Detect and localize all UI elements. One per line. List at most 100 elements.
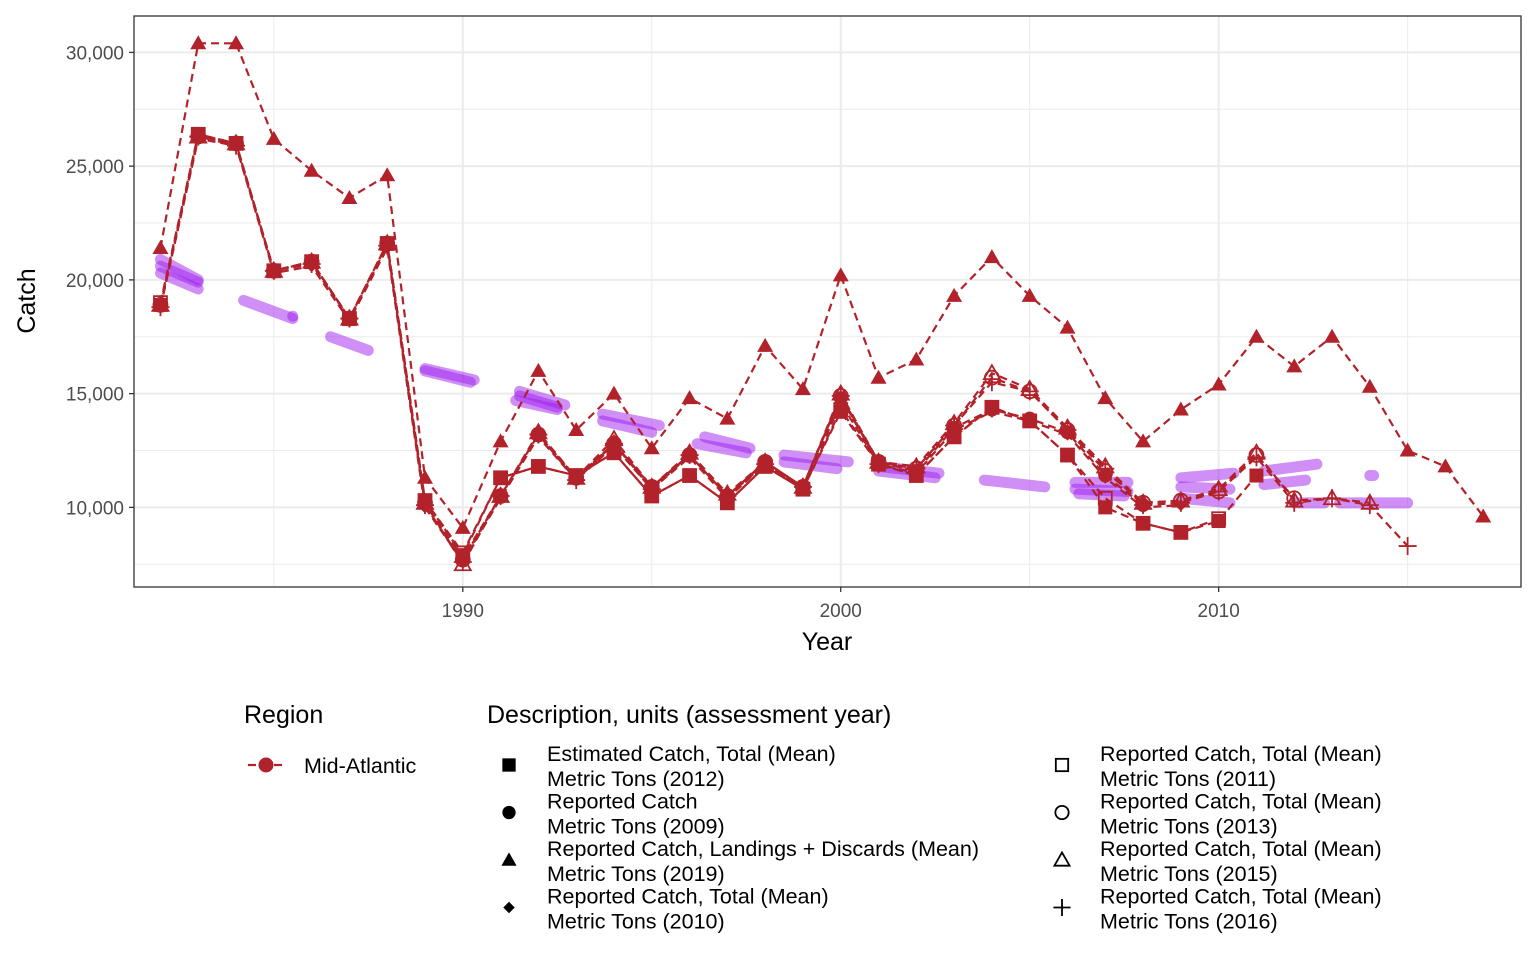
data-point [341, 189, 358, 204]
data-point [1209, 482, 1228, 501]
legend-description-title: Description, units (assessment year) [487, 701, 891, 729]
legend-key-triangle-icon [501, 852, 517, 866]
trend-segment [699, 431, 756, 454]
data-point [530, 362, 547, 377]
data-point [1210, 376, 1227, 391]
data-point [1249, 468, 1264, 483]
data-point [1323, 489, 1342, 508]
data-point [832, 267, 849, 282]
data-point [870, 369, 887, 384]
data-point [228, 35, 245, 50]
y-tick-label: 25,000 [66, 157, 124, 178]
data-point [417, 469, 434, 484]
data-point [907, 459, 926, 478]
data-point [1022, 413, 1038, 429]
trend-segment [597, 415, 658, 438]
legend-item-line1: Reported Catch, Total (Mean) [1100, 742, 1382, 766]
legend-item-line1: Reported Catch, Landings + Discards (Mea… [547, 837, 979, 861]
data-point [945, 416, 964, 435]
trend-segment [691, 438, 752, 459]
data-point [1058, 421, 1077, 440]
legend-item: Reported Catch, Landings + Discards (Mea… [501, 837, 979, 886]
data-point [1135, 515, 1151, 531]
data-point [643, 440, 660, 455]
data-point [983, 249, 1000, 264]
x-tick-label: 2010 [1198, 601, 1240, 622]
data-point [982, 373, 1001, 392]
data-point [1136, 516, 1151, 531]
data-point [682, 468, 697, 483]
y-tick-label: 15,000 [66, 385, 124, 406]
data-point [1173, 525, 1188, 540]
legend-item-line1: Reported Catch, Total (Mean) [1100, 790, 1382, 814]
series-points-triangle [152, 35, 1492, 534]
legend-region-title: Region [244, 701, 323, 729]
data-point [680, 446, 699, 465]
data-point [831, 386, 850, 405]
data-point [1135, 433, 1152, 448]
y-tick-label: 20,000 [66, 271, 124, 292]
data-point [946, 287, 963, 302]
data-point [302, 254, 321, 273]
legend-item-line2: Metric Tons (2012) [547, 767, 725, 791]
y-tick-label: 30,000 [66, 43, 124, 64]
data-point [1060, 447, 1075, 463]
y-axis-title: Catch [13, 268, 41, 333]
series-plus [159, 135, 1409, 565]
data-point [152, 240, 169, 255]
data-point [1361, 378, 1378, 393]
legend-item-line1: Reported Catch, Total (Mean) [1100, 885, 1382, 909]
legend-item-line1: Reported Catch, Total (Mean) [547, 885, 829, 909]
data-point [1437, 458, 1454, 473]
data-point [985, 405, 998, 418]
data-point [869, 455, 888, 474]
legend-key-diamond-icon [503, 901, 515, 914]
data-point [491, 487, 510, 506]
data-point [189, 127, 208, 146]
trend-segment [778, 456, 843, 475]
legend-item-line2: Metric Tons (2019) [547, 862, 725, 886]
x-tick-label: 1990 [442, 601, 484, 622]
data-point [1059, 319, 1076, 334]
panel-border [133, 15, 1522, 588]
data-point [1211, 511, 1227, 527]
axis-layer: 1990 2000 2010 10,000 15,000 20,000 25,000 30,0… [66, 43, 1240, 622]
series-line [159, 135, 1409, 565]
legend-item-line2: Metric Tons (2010) [547, 910, 725, 934]
data-point [756, 455, 775, 474]
data-point [1134, 496, 1153, 515]
data-point [1173, 525, 1189, 540]
legend-key-open-triangle-icon [1052, 850, 1072, 867]
legend-item: Reported Catch, Total (Mean)Metric Tons … [1053, 885, 1382, 934]
x-axis-title: Year [802, 628, 853, 656]
data-point [1020, 382, 1039, 401]
data-point [794, 381, 811, 396]
data-point [1399, 442, 1416, 457]
data-point [190, 35, 207, 50]
data-point [1023, 414, 1036, 427]
data-point [718, 487, 737, 506]
data-point [1285, 493, 1304, 512]
trend-segment [510, 394, 563, 416]
data-point [264, 261, 283, 280]
legend-item-line1: Reported Catch, Total (Mean) [1100, 837, 1382, 861]
data-point [1324, 328, 1341, 343]
legend-region-point [258, 757, 274, 773]
data-point [492, 433, 509, 448]
legend-item: Reported Catch, Total (Mean)Metric Tons … [1054, 790, 1382, 839]
legend-key-open-circle-icon [1054, 804, 1070, 821]
data-point [378, 236, 397, 255]
data-point [493, 470, 508, 486]
data-point [1021, 287, 1038, 302]
trend-segment [154, 260, 204, 288]
data-point [531, 459, 546, 474]
data-point [908, 351, 925, 366]
data-point [793, 477, 812, 496]
legend-item-line1: Reported Catch [547, 790, 698, 814]
data-point [151, 298, 170, 317]
series-layer [150, 35, 1492, 572]
grid-layer [134, 16, 1521, 587]
data-point [681, 390, 698, 405]
data-point [1247, 448, 1266, 467]
